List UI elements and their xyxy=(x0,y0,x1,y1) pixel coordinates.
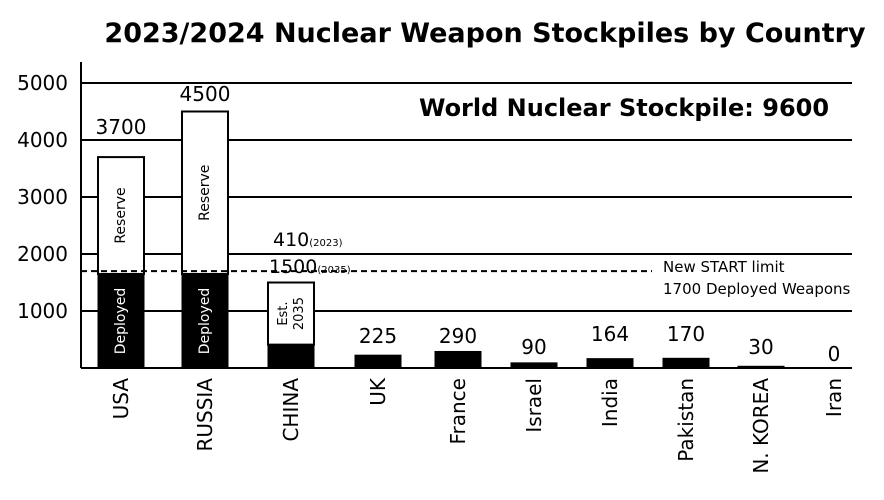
deployed-label: Deployed xyxy=(197,288,213,355)
value-number: 410 xyxy=(273,229,309,251)
est-label-line1: Est. xyxy=(276,301,291,325)
value-label-china-2023: 410(2023) xyxy=(273,229,343,251)
value-label-usa: 3700 xyxy=(96,115,147,139)
deployed-label: Deployed xyxy=(113,288,129,355)
y-axis-ticks: 1000 2000 3000 4000 5000 xyxy=(17,71,68,323)
y-tick-label: 3000 xyxy=(17,185,68,209)
bar-reserve-russia xyxy=(181,110,229,275)
x-category-label: India xyxy=(598,378,622,427)
value-label-israel: 90 xyxy=(521,335,546,359)
value-label-iran: 0 xyxy=(828,342,841,366)
bar-deployed-india xyxy=(586,358,634,369)
bar-reserve-usa xyxy=(97,156,145,275)
reserve-label: Reserve xyxy=(197,165,213,221)
bar-deployed-china xyxy=(267,344,315,369)
value-label-pakistan: 170 xyxy=(667,322,705,346)
bar-deployed-russia xyxy=(181,273,229,369)
x-category-label: CHINA xyxy=(279,378,303,442)
reference-label-line1: New START limit xyxy=(663,258,785,276)
world-stockpile-annotation: World Nuclear Stockpile: 9600 xyxy=(419,94,829,122)
reference-label-line2: 1700 Deployed Weapons xyxy=(663,280,851,298)
x-category-label: France xyxy=(446,378,470,445)
value-suffix: (2023) xyxy=(309,238,342,249)
x-category-label: Iran xyxy=(822,378,846,417)
y-tick-label: 5000 xyxy=(17,71,68,95)
bar-deployed-france xyxy=(434,350,482,369)
bar-est-2035-china xyxy=(267,281,315,346)
bar-deployed-uk xyxy=(354,354,402,369)
value-number: 1500 xyxy=(269,256,317,278)
bar-deployed-pakistan xyxy=(662,357,710,369)
bars: Reserve Deployed Reserve Deployed Est.2035 xyxy=(97,110,785,369)
x-category-label: USA xyxy=(109,378,133,420)
y-tick-label: 4000 xyxy=(17,128,68,152)
x-axis-categories: USA RUSSIA CHINA UK France Israel India Pakista… xyxy=(109,377,846,474)
reference-line-group: New START limit 1700 Deployed Weapons xyxy=(81,258,851,298)
value-labels: 3700 4500 1500(2035) 410(2023) 225 290 90 164 17… xyxy=(96,82,841,366)
x-category-label: Israel xyxy=(522,378,546,433)
chart-title: 2023/2024 Nuclear Weapon Stockpiles by C… xyxy=(104,18,866,49)
y-tick-label: 2000 xyxy=(17,242,68,266)
x-category-label: N. KOREA xyxy=(749,378,773,474)
value-label-france: 290 xyxy=(439,324,477,348)
value-suffix: (2035) xyxy=(317,265,350,276)
value-label-nkorea: 30 xyxy=(748,335,773,359)
value-label-china-2035: 1500(2035) xyxy=(269,256,351,278)
x-category-label: Pakistan xyxy=(674,378,698,462)
est-label-line2: 2035 xyxy=(292,297,307,330)
x-category-label: UK xyxy=(366,377,390,406)
value-label-russia: 4500 xyxy=(180,82,231,106)
x-category-label: RUSSIA xyxy=(193,378,217,452)
est-2035-label: Est.2035 xyxy=(276,297,307,330)
reserve-label: Reserve xyxy=(113,187,129,243)
value-label-india: 164 xyxy=(591,322,629,346)
value-label-uk: 225 xyxy=(359,324,397,348)
y-tick-label: 1000 xyxy=(17,299,68,323)
bar-deployed-usa xyxy=(97,273,145,369)
